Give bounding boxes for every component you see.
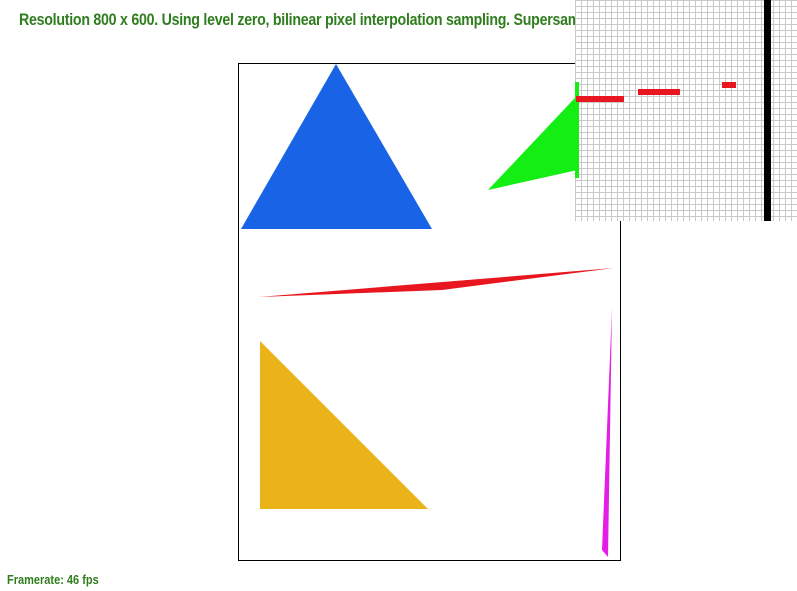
- orange-triangle: [260, 341, 428, 509]
- zoom-red-run-1: [576, 96, 624, 102]
- zoom-red-run-3: [722, 82, 736, 88]
- red-sliver-triangle: [259, 268, 614, 297]
- blue-triangle: [241, 64, 432, 229]
- framerate-text: Framerate: 46 fps: [7, 573, 99, 587]
- zoom-green-region: [575, 82, 579, 178]
- green-triangle: [488, 82, 600, 190]
- status-text: Resolution 800 x 600. Using level zero, …: [19, 11, 704, 29]
- zoom-red-run-2: [638, 89, 680, 95]
- magenta-sliver-triangle: [602, 308, 612, 557]
- zoom-pixels: [575, 0, 771, 221]
- zoom-black-bar: [764, 0, 771, 221]
- pixel-zoom-inset: [575, 0, 797, 221]
